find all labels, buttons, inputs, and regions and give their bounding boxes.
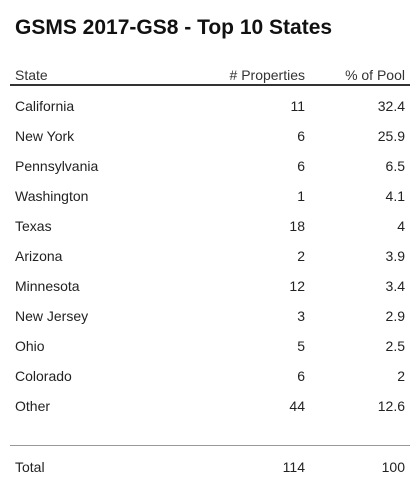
table-cell: 32.4 bbox=[377, 98, 405, 114]
table-cell: 4.1 bbox=[385, 188, 405, 204]
title: GSMS 2017-GS8 - Top 10 States bbox=[15, 16, 333, 39]
table-cell: 4 bbox=[397, 218, 405, 234]
table-cell: 12.6 bbox=[377, 398, 405, 414]
table-cell: California bbox=[15, 98, 75, 114]
table-cell: Washington bbox=[15, 188, 89, 204]
table-cell: 6 bbox=[297, 158, 305, 174]
table-cell: 3 bbox=[297, 308, 305, 324]
column-header: # Properties bbox=[229, 67, 305, 83]
table-cell: 3.9 bbox=[385, 248, 405, 264]
table-cell: 2 bbox=[297, 248, 305, 264]
total-cell: Total bbox=[15, 459, 45, 475]
table-cell: 18 bbox=[289, 218, 305, 234]
table-cell: Ohio bbox=[15, 338, 45, 354]
table-cell: 6.5 bbox=[385, 158, 405, 174]
column-header: % of Pool bbox=[345, 67, 405, 83]
total-cell: 114 bbox=[282, 459, 305, 475]
table-cell: 1 bbox=[297, 188, 305, 204]
table-cell: Other bbox=[15, 398, 51, 414]
table-cell: 2 bbox=[397, 368, 405, 384]
table-cell: New York bbox=[15, 128, 75, 144]
table-cell: 3.4 bbox=[385, 278, 405, 294]
table-cell: 44 bbox=[289, 398, 305, 414]
table-cell: 2.9 bbox=[385, 308, 405, 324]
table-cell: Texas bbox=[15, 218, 52, 234]
table-cell: 6 bbox=[297, 368, 305, 384]
table-cell: Colorado bbox=[15, 368, 72, 384]
table-cell: Arizona bbox=[15, 248, 63, 264]
total-rule bbox=[10, 445, 410, 446]
table-cell: 2.5 bbox=[385, 338, 405, 354]
table-cell: Minnesota bbox=[15, 278, 80, 294]
table-cell: 5 bbox=[297, 338, 305, 354]
table-cell: 12 bbox=[289, 278, 305, 294]
table-cell: 11 bbox=[290, 98, 305, 114]
table-cell: 25.9 bbox=[377, 128, 405, 144]
table-cell: Pennsylvania bbox=[15, 158, 99, 174]
table-cell: 6 bbox=[297, 128, 305, 144]
column-header: State bbox=[15, 67, 48, 83]
total-cell: 100 bbox=[381, 459, 405, 475]
header-rule bbox=[10, 84, 410, 86]
table-cell: New Jersey bbox=[15, 308, 89, 324]
